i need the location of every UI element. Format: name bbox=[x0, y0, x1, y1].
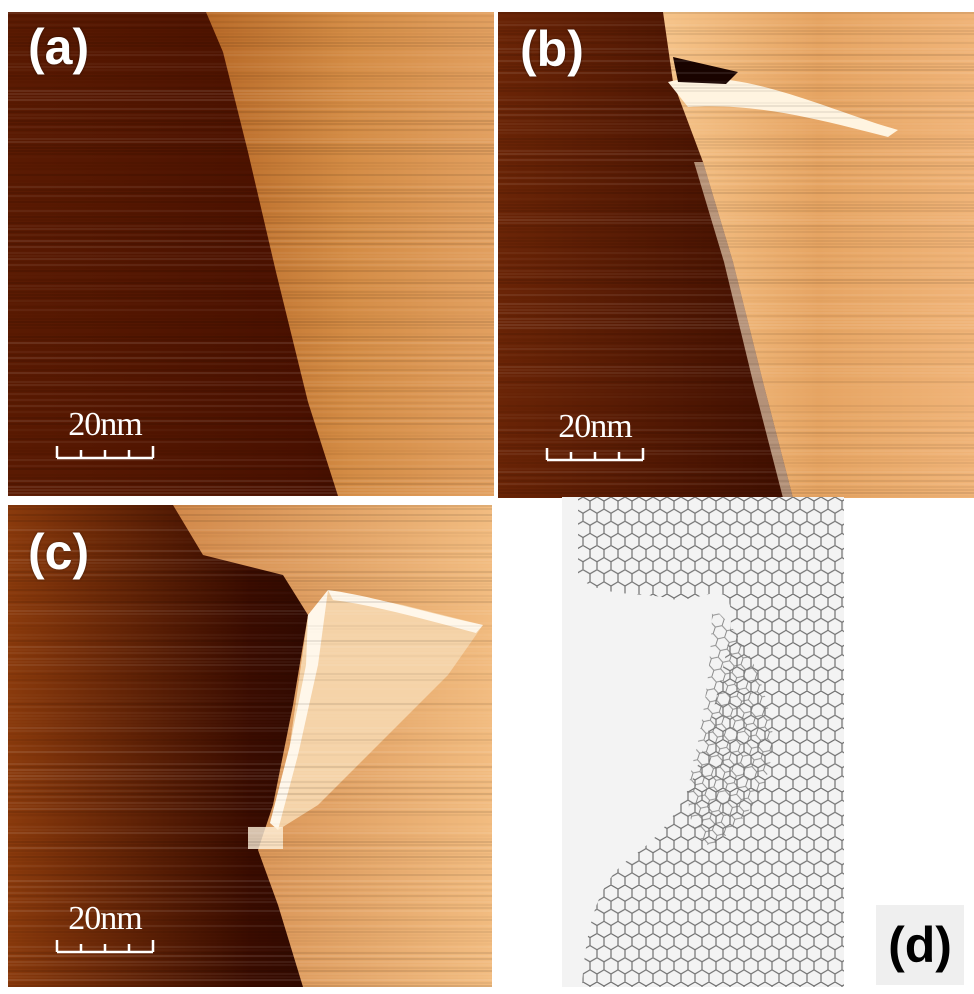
scale-bar-b: 20nm bbox=[545, 410, 645, 462]
scan-lines bbox=[8, 12, 494, 494]
scale-bar-ruler bbox=[55, 940, 155, 954]
panel-label-d-text: (d) bbox=[888, 917, 952, 973]
simulation-model-d bbox=[562, 497, 844, 987]
scale-bar-ruler bbox=[545, 448, 645, 462]
panel-label-a: (a) bbox=[28, 19, 90, 75]
stm-image-a bbox=[8, 12, 494, 496]
scan-lines bbox=[8, 505, 492, 987]
scan-lines bbox=[498, 12, 974, 494]
scale-bar-ruler bbox=[55, 446, 155, 460]
scale-bar-c: 20nm bbox=[55, 902, 155, 954]
scale-bar-label: 20nm bbox=[558, 408, 632, 445]
scale-bar-label: 20nm bbox=[68, 406, 142, 443]
scale-bar-label: 20nm bbox=[68, 900, 142, 937]
panel-label-c: (c) bbox=[28, 524, 90, 580]
stm-image-c bbox=[8, 505, 492, 987]
panel-label-d: (d) bbox=[876, 905, 964, 985]
scale-bar-a: 20nm bbox=[55, 408, 155, 460]
panel-label-b: (b) bbox=[520, 21, 584, 77]
stm-image-b bbox=[498, 12, 974, 498]
